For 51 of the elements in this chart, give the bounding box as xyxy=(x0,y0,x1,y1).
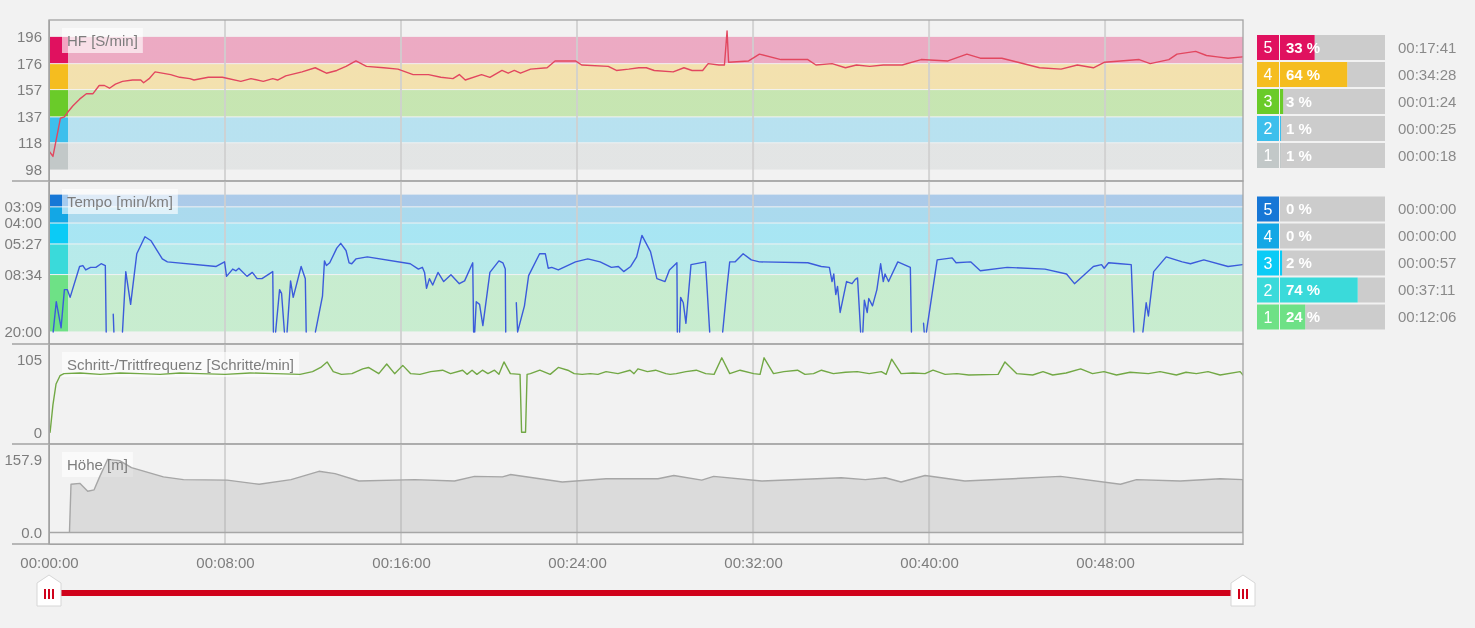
y-tick-label: 4 xyxy=(1263,227,1273,245)
text: 00:01:24 xyxy=(1398,92,1457,110)
text: Höhe [m] xyxy=(67,456,128,473)
y-tick-label: 1 xyxy=(1263,147,1273,165)
y-tick-label: 157 xyxy=(16,80,42,98)
y-tick-label: 4 xyxy=(1263,66,1273,84)
y-tick-label: 03:09 xyxy=(4,198,42,216)
text: Schritt-/Trittfrequenz [Schritte/min] xyxy=(67,356,295,373)
x-tick-label: 00:40:00 xyxy=(900,553,959,571)
y-tick-label: 5 xyxy=(1263,200,1273,218)
x-tick-label: 00:24:00 xyxy=(548,553,607,571)
text: 00:00:00 xyxy=(1398,200,1457,218)
y-tick-label: 20:00 xyxy=(4,323,42,341)
y-tick-label: 157.9 xyxy=(4,450,42,468)
text: Tempo [min/km] xyxy=(67,193,173,210)
y-tick-label: 98 xyxy=(25,161,42,179)
y-tick-label: 08:34 xyxy=(4,265,42,283)
y-tick-label: 137 xyxy=(16,108,42,126)
y-tick-label: 2 xyxy=(1263,120,1273,138)
y-tick-label: 1 xyxy=(1263,308,1273,326)
y-tick-label: 5 xyxy=(1263,39,1273,57)
y-tick-label: 0 xyxy=(33,423,42,441)
data-label: 74 % xyxy=(1286,281,1321,299)
y-tick-label: 118 xyxy=(18,134,42,152)
y-tick-label: 04:00 xyxy=(4,214,42,232)
y-tick-label: 196 xyxy=(16,27,42,45)
text: 00:17:41 xyxy=(1398,38,1457,56)
x-tick-label: 00:16:00 xyxy=(372,553,431,571)
text: HF [S/min] xyxy=(67,32,138,49)
y-tick-label: 0.0 xyxy=(21,523,42,541)
x-tick-label: 00:32:00 xyxy=(724,553,783,571)
y-tick-label: 3 xyxy=(1263,254,1273,272)
text: 00:37:11 xyxy=(1398,281,1456,299)
y-tick-label: 3 xyxy=(1263,93,1273,111)
y-tick-label: 176 xyxy=(16,54,42,72)
line-series xyxy=(49,30,1243,158)
y-tick-label: 2 xyxy=(1263,281,1273,299)
text: 00:00:18 xyxy=(1398,146,1457,164)
y-tick-label: 05:27 xyxy=(4,235,42,253)
data-label: 24 % xyxy=(1286,308,1321,326)
x-tick-label: 00:08:00 xyxy=(196,553,255,571)
y-tick-label: 105 xyxy=(16,351,42,369)
text: 00:00:25 xyxy=(1398,119,1457,137)
x-tick-label: 00:48:00 xyxy=(1076,553,1135,571)
text: 00:00:57 xyxy=(1398,254,1457,272)
x-tick-label: 00:00:00 xyxy=(20,553,79,571)
text: 00:34:28 xyxy=(1398,65,1457,83)
text: 00:12:06 xyxy=(1398,308,1457,326)
data-label: 64 % xyxy=(1286,65,1321,83)
text: 00:00:00 xyxy=(1398,227,1457,245)
line-series xyxy=(49,357,1243,433)
